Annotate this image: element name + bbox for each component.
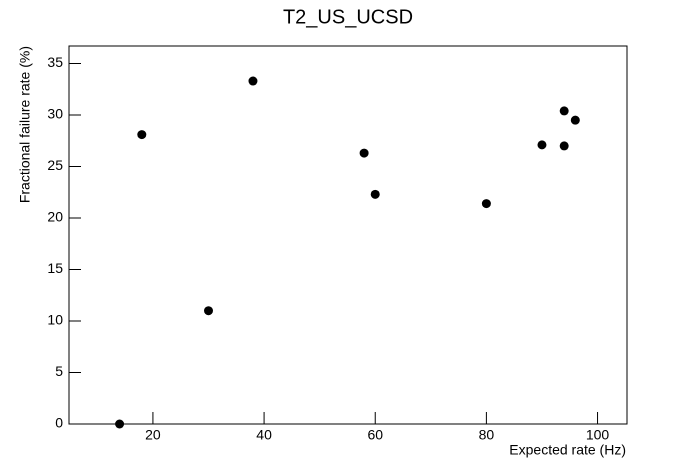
point (559, 141, 569, 151)
point (370, 189, 380, 199)
x-tick-label: 60 (367, 427, 383, 443)
point (248, 76, 258, 86)
x-axis-label: Expected rate (Hz) (509, 442, 626, 458)
point (537, 140, 547, 150)
plot-frame (68, 45, 628, 425)
x-tick-label: 80 (479, 427, 495, 443)
y-tick-label: 25 (47, 157, 63, 173)
point (481, 199, 491, 209)
y-axis-label: Fractional failure rate (%) (17, 46, 33, 203)
x-tick-label: 20 (145, 427, 161, 443)
x-tick-label: 100 (586, 427, 610, 443)
y-tick-label: 10 (47, 312, 63, 328)
x-tick-label: 40 (256, 427, 272, 443)
point (115, 419, 125, 429)
y-tick-label: 5 (55, 363, 63, 379)
point (137, 130, 147, 140)
y-tick-label: 20 (47, 209, 63, 225)
chart-title: T2_US_UCSD (283, 6, 413, 28)
y-tick-label: 0 (55, 415, 63, 431)
point (204, 306, 213, 316)
y-tick-label: 35 (47, 54, 63, 70)
y-tick-label: 15 (47, 260, 63, 276)
y-tick-label: 30 (47, 106, 63, 122)
point (559, 106, 569, 116)
point (570, 115, 580, 125)
point (359, 148, 369, 158)
